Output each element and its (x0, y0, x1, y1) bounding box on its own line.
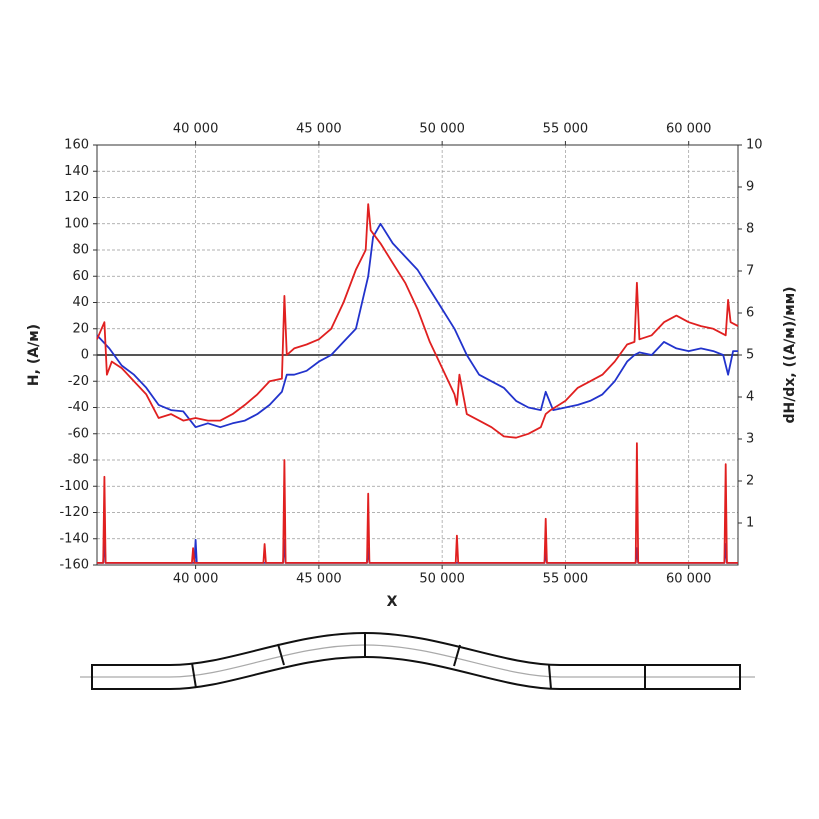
y2-tick-label: 9 (746, 180, 754, 195)
y2-tick-label: 3 (746, 432, 754, 447)
series-line (97, 442, 738, 564)
x-top-tick-label: 40 000 (173, 122, 219, 137)
plot-frame (96, 144, 739, 566)
y-tick-label: -80 (68, 453, 89, 468)
x-tick-label: 55 000 (543, 572, 589, 587)
pipe-joints (191, 633, 646, 690)
y2-tick-label: 10 (746, 138, 763, 153)
y2-tick-label: 8 (746, 222, 754, 237)
y-tick-label: -40 (68, 400, 89, 415)
y2-tick-label: 1 (746, 516, 754, 531)
pipe-outline (91, 631, 741, 690)
plot-area: 40 000 40 000 45 000 45 000 50 000 50 000 55 0… (59, 122, 762, 587)
x-tick-label: 40 000 (173, 572, 219, 587)
y-tick-label: 0 (81, 348, 89, 363)
pipeline-diagram (80, 631, 755, 690)
y-tick-label: 40 (72, 295, 89, 310)
y-tick-label: 100 (64, 216, 89, 231)
y-tick-label: 120 (64, 190, 89, 205)
series-line (96, 222, 738, 429)
y-tick-label: -100 (59, 479, 89, 494)
y2-tick-label: 5 (746, 348, 754, 363)
y-tick-label: -20 (68, 374, 89, 389)
y2-tick-label: 2 (746, 474, 754, 489)
x-tick-label: 60 000 (666, 572, 712, 587)
y2-tick-label: 7 (746, 264, 754, 279)
y-tick-label: 140 (64, 164, 89, 179)
series-line (96, 203, 739, 439)
y-axis-label: H, (А/м) (26, 324, 42, 386)
y-tick-label: -140 (59, 531, 89, 546)
x-tick-label: 50 000 (419, 572, 465, 587)
x-top-tick-label: 45 000 (296, 122, 342, 137)
y-tick-label: -120 (59, 505, 89, 520)
x-tick-label: 45 000 (296, 572, 342, 587)
y-tick-label: -160 (59, 558, 89, 573)
x-axis-label: X (387, 594, 398, 610)
x-top-tick-label: 55 000 (543, 122, 589, 137)
y-tick-label: 80 (72, 243, 89, 258)
y-tick-label: 60 (72, 269, 89, 284)
y2-axis-label: dH/dx, ((А/м)/мм) (782, 286, 798, 423)
y2-tick-label: 6 (746, 306, 754, 321)
y-tick-label: 20 (72, 321, 89, 336)
x-top-tick-label: 60 000 (666, 122, 712, 137)
y-tick-label: -60 (68, 426, 89, 441)
y2-tick-label: 4 (746, 390, 754, 405)
y-tick-label: 160 (64, 138, 89, 153)
x-top-tick-label: 50 000 (419, 122, 465, 137)
